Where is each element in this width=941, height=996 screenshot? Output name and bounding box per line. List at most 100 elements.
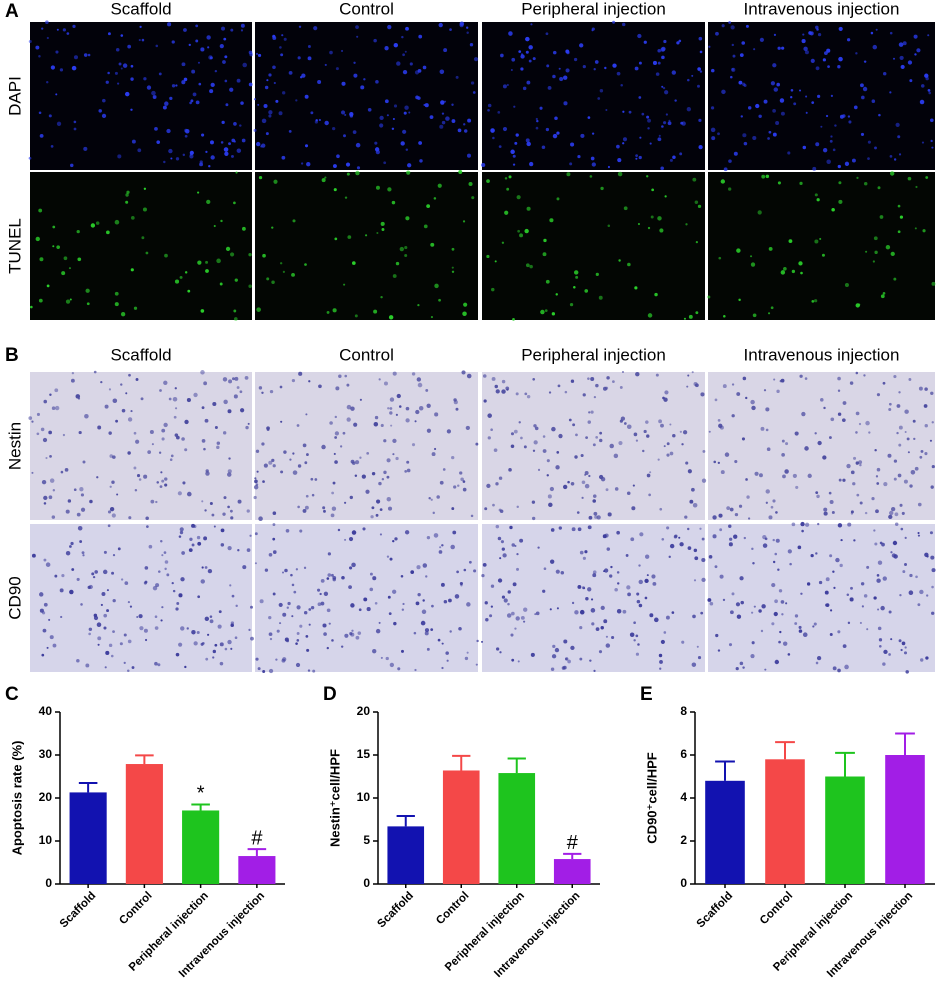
cell-dot [752,135,757,141]
cell-dot [879,215,884,219]
cell-dot [686,107,691,112]
cell-dot [332,481,336,485]
cell-dot [842,644,847,649]
cell-dot [356,166,361,170]
cell-dot [128,516,132,520]
cell-dot [534,613,537,616]
cell-dot [102,98,106,103]
cell-dot [46,81,49,84]
cell-dot [570,481,575,486]
cell-dot [528,45,533,50]
cell-dot [348,585,352,589]
cell-dot [476,639,479,643]
cell-dot [731,414,735,418]
cell-dot [812,166,817,171]
cell-dot [217,624,222,629]
cell-dot [487,436,491,440]
cell-dot [761,604,766,609]
cell-dot [402,53,405,57]
cell-dot [904,563,908,567]
cell-dot [823,511,828,516]
cell-dot [359,398,362,401]
cell-dot [526,394,531,399]
cell-dot [293,590,297,594]
cell-dot [81,551,85,555]
cell-dot [491,377,496,381]
cell-dot [61,271,66,276]
cell-dot [130,268,134,272]
cell-dot [646,175,649,178]
cell-dot [104,404,109,409]
cell-dot [469,43,474,47]
cell-dot [122,63,128,68]
cell-dot [43,399,48,404]
cell-dot [456,570,459,574]
cell-dot [520,436,523,440]
cell-dot [269,637,273,641]
cell-dot [131,139,136,144]
cell-dot [97,636,102,641]
cell-dot [735,602,741,607]
cell-dot [426,428,432,433]
cell-dot [844,161,850,166]
cell-dot [439,546,442,549]
cell-dot [637,222,641,226]
cell-dot [573,286,576,289]
cell-dot [741,437,746,441]
cell-dot [41,653,45,657]
cell-dot [176,602,180,605]
cell-dot [248,628,251,631]
cell-dot [849,597,854,602]
cell-dot [170,157,173,160]
cell-dot [659,667,662,670]
cell-dot [254,532,258,536]
cell-dot [405,26,409,31]
cell-dot [299,529,303,533]
cell-dot [223,147,229,152]
cell-dot [222,431,227,435]
cell-dot [747,106,752,110]
x-tick-label: Scaffold [58,890,99,931]
cell-dot [373,38,377,43]
cell-dot [817,522,820,526]
cell-dot [844,283,849,288]
cell-dot [617,582,620,585]
cell-dot [526,206,531,211]
cell-dot [193,524,197,529]
cell-dot [155,583,160,588]
cell-dot [694,200,699,205]
micrograph [253,21,479,170]
cell-dot [775,121,780,126]
cell-dot [765,174,770,179]
cell-dot [878,113,881,117]
cell-dot [860,83,864,88]
cell-dot [495,482,499,486]
cell-dot [788,239,793,244]
cell-dot [119,642,123,646]
cell-dot [297,505,300,509]
cell-dot [392,539,395,543]
cell-dot [730,75,733,79]
cell-dot [317,588,321,592]
cell-dot [814,299,818,303]
cell-dot [805,111,808,114]
y-tick-label: 0 [363,876,370,890]
cell-dot [771,622,775,626]
cell-dot [100,603,103,607]
cell-dot [440,100,445,105]
cell-dot [347,235,352,239]
cell-dot [55,50,59,54]
y-tick-label: 10 [357,790,371,804]
cell-dot [463,302,468,307]
cell-dot [809,31,814,36]
row-label: CD90 [5,576,24,619]
cell-dot [811,101,815,104]
cell-dot [804,446,809,451]
cell-dot [564,390,568,394]
cell-dot [867,157,870,161]
cell-dot [671,611,675,614]
cell-dot [77,257,82,262]
cell-dot [781,46,785,50]
cell-dot [897,230,901,234]
cell-dot [699,50,703,54]
